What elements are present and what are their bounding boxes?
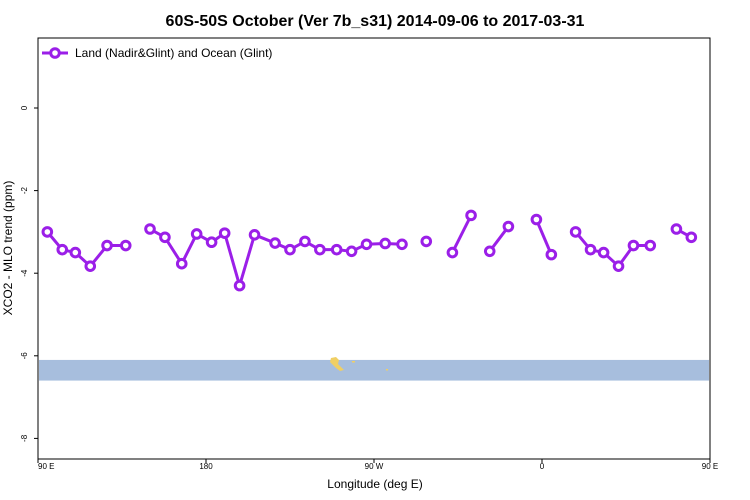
y-tick-label: -8 <box>20 434 29 442</box>
data-point <box>483 245 496 258</box>
data-point <box>299 235 311 248</box>
data-point <box>685 231 698 244</box>
chart-title: 60S-50S October (Ver 7b_s31) 2014-09-06 … <box>166 13 585 30</box>
data-point <box>69 246 82 259</box>
x-tick-label: 90 E <box>38 462 54 471</box>
data-point <box>144 223 156 235</box>
series-layer <box>41 209 698 292</box>
data-point <box>612 260 625 272</box>
map-land-fragment <box>352 361 355 363</box>
x-axis-label: Longitude (deg E) <box>327 477 422 491</box>
legend-marker <box>49 47 61 59</box>
data-point <box>360 238 373 251</box>
y-tick-label: -2 <box>20 186 29 194</box>
y-tick-label: -6 <box>20 352 29 360</box>
data-point <box>465 209 477 222</box>
data-point <box>56 243 69 256</box>
data-point <box>670 223 683 235</box>
plot-frame <box>37 37 711 460</box>
map-band <box>39 357 709 381</box>
map-ocean-band <box>39 359 709 381</box>
data-point <box>314 243 326 256</box>
data-point <box>101 239 113 252</box>
data-point <box>345 245 358 258</box>
data-point <box>190 228 203 240</box>
data-point <box>644 239 657 252</box>
data-point <box>396 238 408 251</box>
data-point <box>205 236 218 249</box>
data-point <box>41 226 54 238</box>
series-line <box>535 218 553 256</box>
y-axis-label: XCO2 - MLO trend (ppm) <box>1 181 15 316</box>
data-point <box>569 226 582 238</box>
legend: Land (Nadir&Glint) and Ocean (Glint) <box>42 46 272 60</box>
x-tick-label: 90 W <box>365 462 384 471</box>
data-point <box>175 257 188 270</box>
data-point <box>597 246 610 259</box>
data-point <box>420 235 433 248</box>
data-point <box>159 231 171 244</box>
data-point <box>284 243 296 256</box>
data-point <box>233 279 246 292</box>
series-line <box>451 214 473 254</box>
x-tick-label: 90 E <box>702 462 718 471</box>
data-point <box>119 239 132 252</box>
x-tick-label: 0 <box>540 462 545 471</box>
data-point <box>269 237 281 249</box>
data-point <box>248 228 261 241</box>
data-point <box>502 220 515 233</box>
data-point <box>330 243 343 256</box>
map-land-fragment <box>386 369 388 371</box>
data-point <box>218 227 231 239</box>
x-tick-label: 180 <box>199 462 213 471</box>
data-point <box>627 239 640 252</box>
data-point <box>584 243 597 256</box>
data-point <box>446 246 459 259</box>
data-point <box>84 260 97 272</box>
data-point <box>545 248 558 261</box>
y-tick-label: 0 <box>20 105 29 110</box>
legend-label: Land (Nadir&Glint) and Ocean (Glint) <box>75 46 272 60</box>
data-point <box>379 237 392 250</box>
data-point <box>530 213 543 226</box>
y-tick-label: -4 <box>20 269 29 277</box>
map-land-patch <box>330 357 344 371</box>
y-axis: 0 -2 -4 -6 -8 <box>20 105 38 442</box>
